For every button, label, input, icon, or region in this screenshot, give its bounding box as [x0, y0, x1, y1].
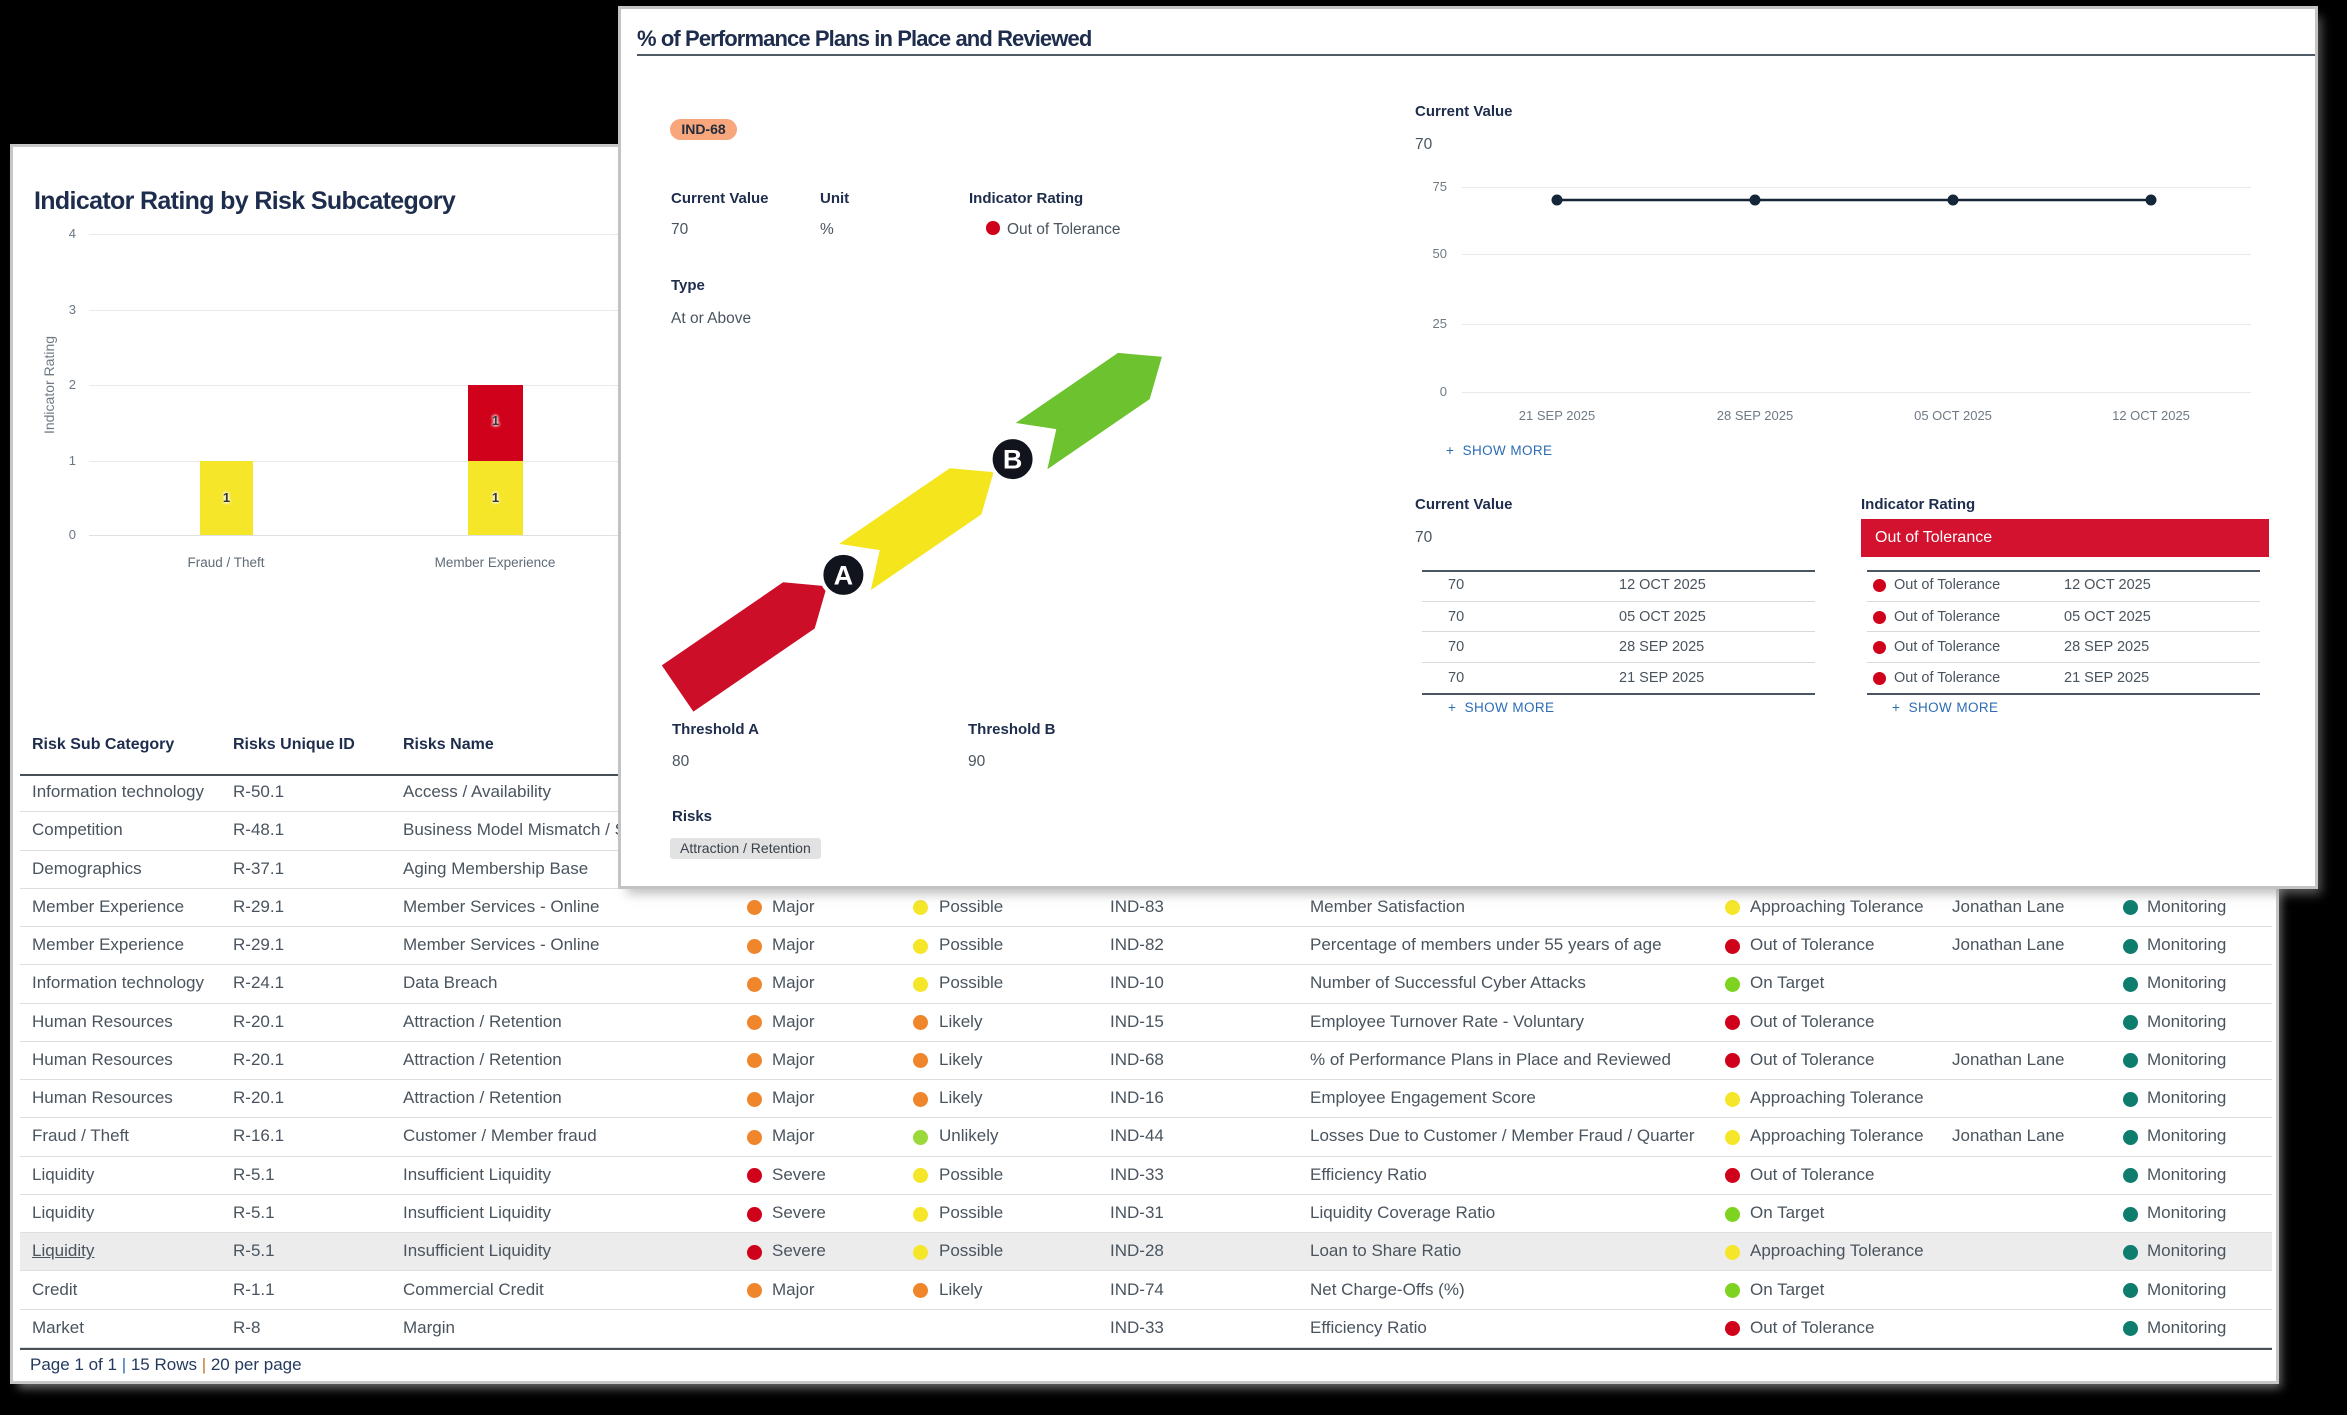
- svg-text:B: B: [1003, 445, 1023, 475]
- svg-text:A: A: [834, 561, 854, 591]
